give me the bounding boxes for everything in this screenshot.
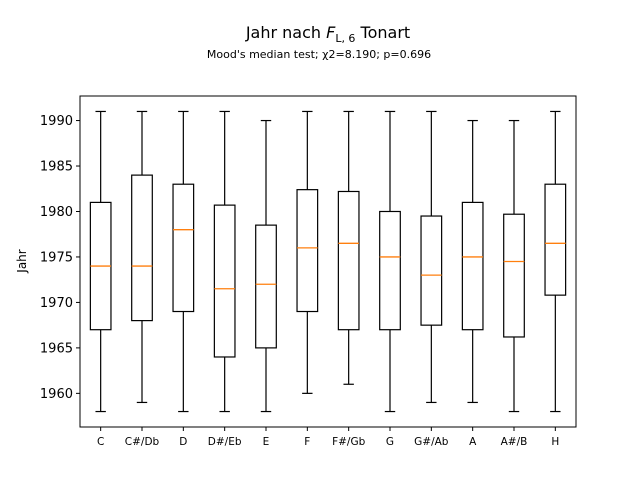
box-12 (544, 110, 567, 413)
iqr-box (420, 215, 443, 326)
iqr-box (255, 224, 277, 349)
y-tick-label: 1990 (40, 114, 73, 129)
box-7 (337, 110, 360, 385)
x-tick-label: F#/Gb (332, 436, 366, 448)
x-tick-label: D#/Eb (208, 436, 242, 448)
x-tick-label: G (386, 436, 394, 448)
chart-title: Jahr nach FL, 6 Tonart (245, 23, 410, 45)
box-4 (213, 110, 236, 413)
box-1 (89, 110, 112, 413)
y-axis-label: Jahr (15, 249, 29, 273)
y-tick-label: 1970 (40, 296, 73, 311)
title-variable: F (326, 23, 336, 42)
title-text: Jahr nach (245, 23, 326, 42)
x-tick-label: G#/Ab (414, 436, 449, 448)
y-tick-label: 1960 (40, 387, 73, 402)
title-rest: Tonart (355, 23, 410, 42)
y-tick-label: 1975 (40, 250, 73, 265)
x-tick-label: A (469, 436, 477, 448)
iqr-box (172, 183, 195, 313)
iqr-box (296, 189, 319, 313)
box-10 (461, 119, 484, 404)
iqr-box (337, 190, 360, 331)
iqr-box (131, 174, 153, 322)
x-tick-label: E (263, 436, 270, 448)
y-tick-label: 1965 (40, 341, 73, 356)
iqr-box (461, 201, 484, 331)
chart-subtitle: Mood's median test; χ2=8.190; p=0.696 (207, 48, 431, 61)
title-subscript: L, 6 (335, 32, 355, 45)
x-tick-label: H (551, 436, 559, 448)
y-tick-label: 1985 (40, 160, 73, 175)
x-tick-label: D (179, 436, 187, 448)
box-2 (131, 110, 153, 404)
x-tick-label: F (304, 436, 310, 448)
y-tick-label: 1980 (40, 205, 73, 220)
box-11 (503, 119, 525, 413)
box-3 (172, 110, 195, 413)
iqr-box (544, 183, 567, 296)
iqr-box (503, 213, 525, 338)
x-tick-label: C#/Db (125, 436, 160, 448)
box-8 (379, 110, 401, 413)
iqr-box (213, 204, 236, 358)
x-tick-label: C (97, 436, 104, 448)
axes-frame (79, 95, 577, 428)
plot-area: 1960 1965 1970 1975 1980 1985 1990 C C#/Db D D#/Eb… (40, 95, 577, 448)
box-5 (255, 119, 277, 413)
box-9 (420, 110, 443, 404)
x-tick-label: A#/B (501, 436, 528, 448)
iqr-box (379, 210, 401, 331)
box-6 (296, 110, 319, 394)
